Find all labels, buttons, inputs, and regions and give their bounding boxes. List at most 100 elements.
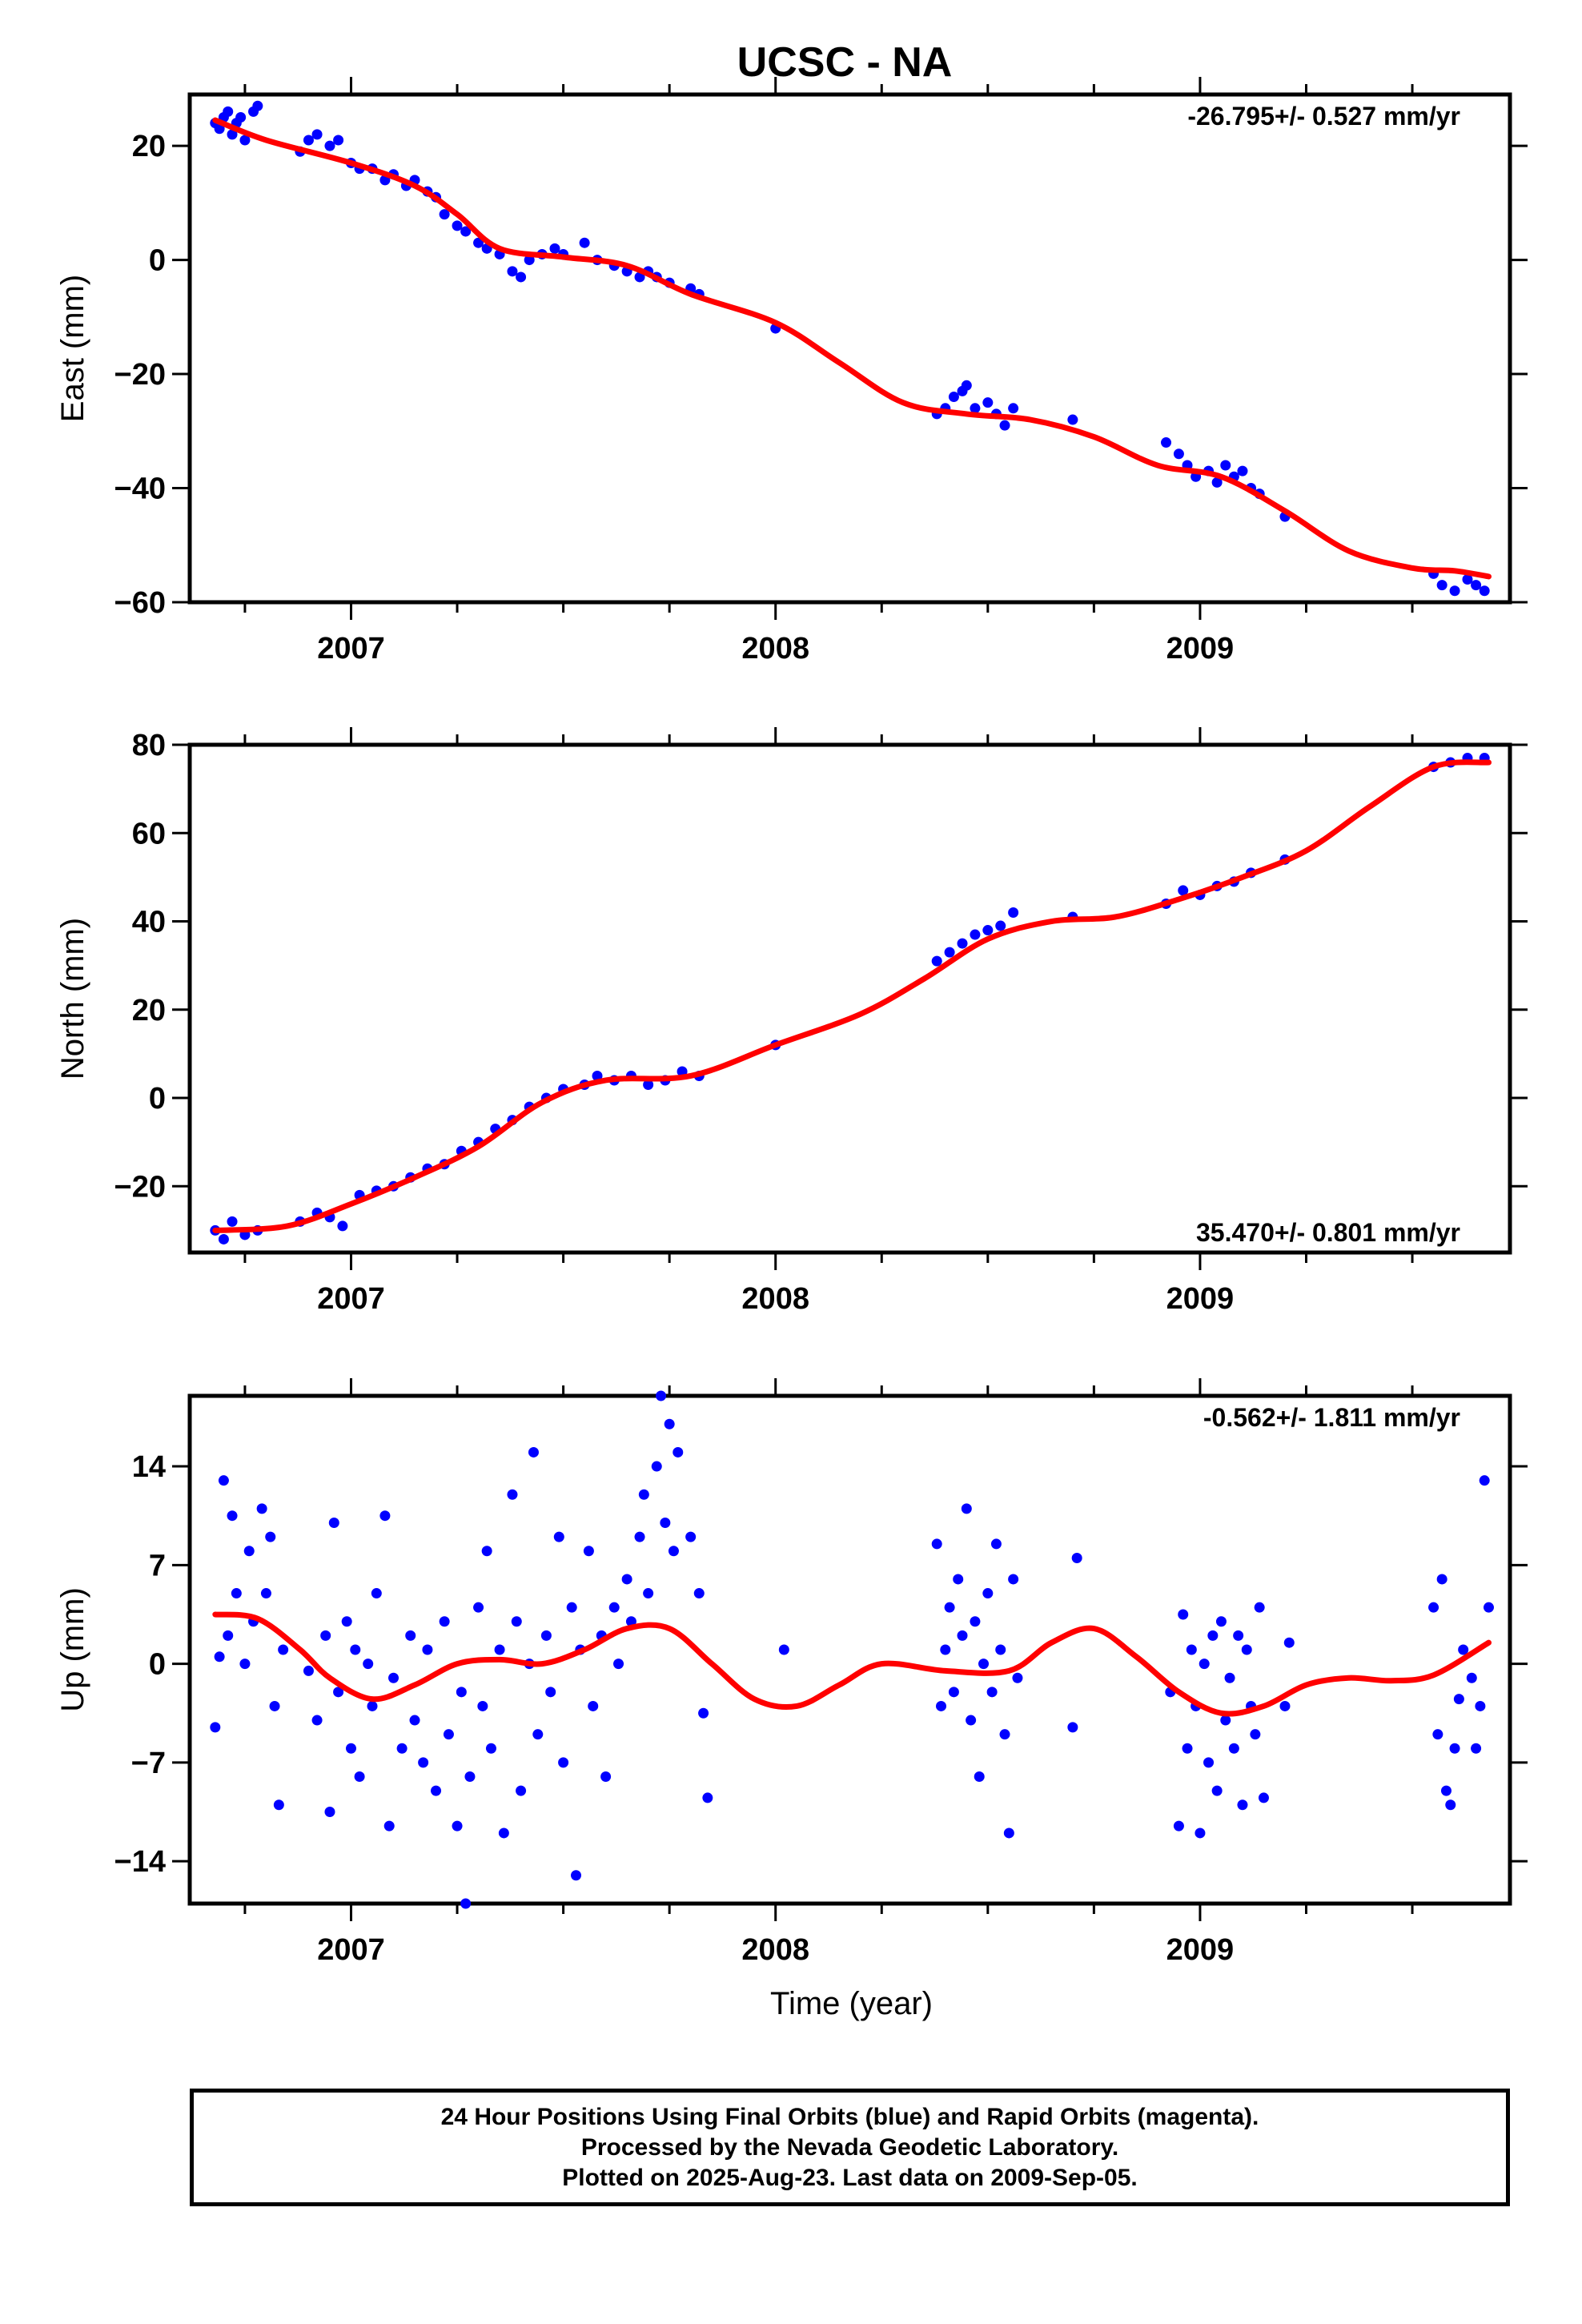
up-data-point xyxy=(1186,1644,1197,1655)
up-data-point xyxy=(940,1644,951,1655)
up-data-point xyxy=(948,1687,959,1698)
up-data-point xyxy=(953,1574,964,1585)
up-y-tick-label: 7 xyxy=(149,1549,166,1582)
up-data-point xyxy=(452,1820,463,1831)
east-data-point xyxy=(324,140,335,151)
up-data-point xyxy=(583,1546,594,1557)
up-data-point xyxy=(698,1707,709,1719)
up-data-point xyxy=(931,1538,942,1550)
up-data-point xyxy=(643,1588,654,1599)
up-data-point xyxy=(422,1644,433,1655)
up-data-point xyxy=(418,1757,429,1768)
up-panel: 2007 2008 2009 14 7 0 −7 −14 Up (mm) Time (year) -… xyxy=(55,1378,1528,2021)
east-data-point xyxy=(948,392,959,403)
up-data-point xyxy=(345,1743,356,1754)
up-data-point xyxy=(507,1489,518,1500)
east-data-point xyxy=(1462,574,1473,585)
east-x-tick-label: 2007 xyxy=(317,632,385,665)
up-data-point xyxy=(1258,1792,1269,1803)
east-y-tick-label: −20 xyxy=(114,358,166,392)
up-data-point xyxy=(685,1531,697,1542)
up-data-point xyxy=(278,1644,289,1655)
east-data-point xyxy=(579,237,590,248)
up-data-point xyxy=(1237,1799,1248,1811)
up-data-point xyxy=(464,1771,476,1782)
up-data-point xyxy=(1215,1616,1227,1627)
up-x-tick-label: 2007 xyxy=(317,1933,385,1967)
east-x-tick-label: 2008 xyxy=(741,632,809,665)
north-data-point xyxy=(218,1233,229,1244)
up-data-point xyxy=(1207,1630,1219,1641)
north-y-tick-label: 40 xyxy=(132,906,166,939)
north-y-tick-label: 80 xyxy=(132,729,166,762)
up-data-point xyxy=(311,1715,323,1726)
up-data-point xyxy=(1458,1644,1469,1655)
up-data-point xyxy=(443,1729,454,1740)
east-rate-label: -26.795+/- 0.527 mm/yr xyxy=(1187,102,1460,131)
north-data-point xyxy=(337,1220,348,1232)
up-data-point xyxy=(1003,1827,1014,1839)
up-x-tick-label: 2009 xyxy=(1166,1933,1235,1967)
east-fit-line xyxy=(212,117,1492,580)
up-data-point xyxy=(957,1630,968,1641)
up-data-point xyxy=(431,1785,442,1796)
up-data-point xyxy=(1241,1644,1252,1655)
up-data-point xyxy=(239,1659,251,1670)
up-data-point xyxy=(273,1799,284,1811)
east-data-point xyxy=(999,420,1010,431)
up-data-point xyxy=(320,1630,331,1641)
north-x-tick-label: 2008 xyxy=(741,1282,809,1316)
north-data-point xyxy=(970,929,981,940)
east-data-point xyxy=(235,111,247,123)
up-x-tick-label: 2008 xyxy=(741,1933,809,1967)
north-x-tick-label: 2009 xyxy=(1166,1282,1235,1316)
up-data-point xyxy=(269,1700,280,1711)
up-data-point xyxy=(1224,1672,1235,1683)
up-data-point xyxy=(966,1715,977,1726)
up-data-point xyxy=(1211,1785,1223,1796)
north-x-tick-label: 2007 xyxy=(317,1282,385,1316)
up-data-point xyxy=(1453,1694,1464,1705)
up-data-point xyxy=(540,1630,552,1641)
north-y-tick-label: −20 xyxy=(114,1170,166,1204)
chart-title: UCSC - NA xyxy=(737,39,953,86)
up-data-point xyxy=(974,1771,985,1782)
north-y-tick-label: 60 xyxy=(132,817,166,850)
up-data-point xyxy=(1283,1637,1295,1648)
east-data-point xyxy=(460,226,472,237)
up-data-point xyxy=(1471,1743,1482,1754)
up-data-point xyxy=(693,1588,705,1599)
up-data-point xyxy=(460,1898,472,1909)
east-data-point xyxy=(1237,465,1248,476)
up-data-point xyxy=(1220,1715,1231,1726)
up-data-point xyxy=(1466,1672,1477,1683)
east-data-point xyxy=(516,271,527,283)
north-y-tick-label: 20 xyxy=(132,994,166,1027)
up-data-point xyxy=(999,1729,1010,1740)
up-data-point xyxy=(477,1700,488,1711)
up-data-point xyxy=(1012,1672,1023,1683)
up-data-point xyxy=(660,1518,671,1528)
east-data-point xyxy=(1479,585,1490,597)
up-points xyxy=(210,1390,1494,1909)
east-data-point xyxy=(1211,476,1223,488)
east-data-point xyxy=(214,123,225,135)
up-data-point xyxy=(1483,1602,1494,1613)
up-data-point xyxy=(1008,1574,1019,1585)
east-data-point xyxy=(227,129,238,140)
up-data-point xyxy=(350,1644,361,1655)
up-data-point xyxy=(367,1700,378,1711)
up-data-point xyxy=(673,1446,684,1458)
up-data-point xyxy=(363,1659,374,1670)
up-data-point xyxy=(982,1588,994,1599)
up-y-tick-label: −14 xyxy=(114,1845,166,1879)
east-data-point xyxy=(333,135,344,146)
up-data-point xyxy=(935,1700,946,1711)
up-data-point xyxy=(210,1722,221,1733)
north-rate-label: 35.470+/- 0.801 mm/yr xyxy=(1196,1218,1460,1247)
up-data-point xyxy=(260,1588,271,1599)
up-data-point xyxy=(498,1827,509,1839)
up-data-point xyxy=(621,1574,632,1585)
up-data-point xyxy=(1203,1757,1215,1768)
